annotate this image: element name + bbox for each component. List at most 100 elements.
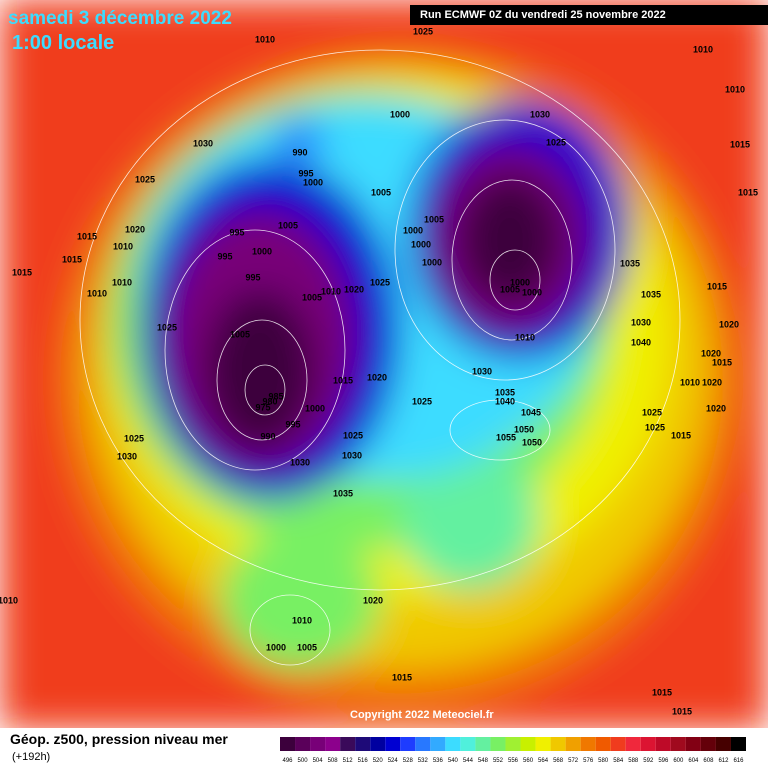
isobar-label: 1010 (725, 84, 745, 94)
legend-swatch (715, 737, 731, 751)
isobar-label: 1010 (680, 377, 700, 387)
isobar-label: 995 (298, 168, 313, 178)
isobar-label: 1000 (252, 246, 272, 256)
isobar-label: 1015 (730, 139, 750, 149)
isobar-label: 1025 (124, 433, 144, 443)
legend-swatch (415, 737, 431, 751)
legend-swatch (400, 737, 416, 751)
isobar-label: 1020 (363, 595, 383, 605)
legend-label: 564 (538, 758, 549, 764)
legend-label: 504 (313, 758, 324, 764)
height-field (0, 0, 768, 730)
isobar-label: 1000 (303, 177, 323, 187)
isobar-label: 1025 (546, 137, 566, 147)
isobar-label: 995 (285, 419, 300, 429)
legend-swatch (295, 737, 311, 751)
isobar-label: 1015 (12, 267, 32, 277)
isobar-label: 1015 (392, 672, 412, 682)
legend-swatch (655, 737, 671, 751)
legend-label: 540 (448, 758, 459, 764)
isobar-label: 1000 (390, 109, 410, 119)
isobar-label: 1000 (422, 257, 442, 267)
isobar-label: 1005 (230, 329, 250, 339)
date: samedi 3 décembre 2022 (8, 8, 232, 29)
isobar-label: 1010 (0, 595, 18, 605)
legend-swatch (310, 737, 326, 751)
legend-swatch (340, 737, 356, 751)
isobar-label: 1020 (125, 224, 145, 234)
isobars (79, 49, 681, 666)
isobar-label: 1000 (522, 287, 542, 297)
isobar-label: 1005 (371, 187, 391, 197)
legend-swatch (385, 737, 401, 751)
legend-label: 556 (508, 758, 519, 764)
legend-label: 584 (613, 758, 624, 764)
isobar-label: 1000 (403, 225, 423, 235)
legend-label: 548 (478, 758, 489, 764)
run-text: Run ECMWF 0Z du vendredi 25 novembre 202… (420, 9, 666, 21)
isobar-label: 1050 (522, 437, 542, 447)
isobar-label: 1015 (712, 357, 732, 367)
legend-swatch (505, 737, 521, 751)
isobar-label: 1030 (290, 457, 310, 467)
isobar-label: 1025 (645, 422, 665, 432)
isobar-label: 1030 (342, 450, 362, 460)
isobar-label: 1015 (738, 187, 758, 197)
legend-label: 612 (718, 758, 729, 764)
isobar-label: 980 (262, 396, 277, 406)
run-box (410, 5, 768, 25)
legend-label: 520 (373, 758, 384, 764)
footer-lead: (+192h) (12, 751, 50, 763)
isobar-label: 1010 (693, 44, 713, 54)
legend-label: 508 (328, 758, 339, 764)
legend-swatch (430, 737, 446, 751)
legend-swatch (535, 737, 551, 751)
legend-label: 576 (583, 758, 594, 764)
isobar-label: 985 (268, 391, 283, 401)
legend-label: 600 (673, 758, 684, 764)
isobar-label: 1030 (631, 317, 651, 327)
legend-label: 568 (553, 758, 564, 764)
isobar-label: 1025 (412, 396, 432, 406)
isobar-label: 1015 (333, 375, 353, 385)
legend-label: 588 (628, 758, 639, 764)
legend-swatch (520, 737, 536, 751)
isobar-label: 995 (229, 227, 244, 237)
legend-label: 512 (343, 758, 354, 764)
legend-swatch (685, 737, 701, 751)
legend-label: 608 (703, 758, 714, 764)
isobar-label: 1055 (496, 432, 516, 442)
legend-swatch (565, 737, 581, 751)
isobar-label: 1005 (297, 642, 317, 652)
isobar-label: 1025 (343, 430, 363, 440)
legend-swatch (610, 737, 626, 751)
legend-swatch (670, 737, 686, 751)
legend-label: 536 (433, 758, 444, 764)
isobar-label: 1050 (514, 424, 534, 434)
isobar-label: 1025 (642, 407, 662, 417)
isobar-label: 1000 (305, 403, 325, 413)
legend-label: 560 (523, 758, 534, 764)
legend-label: 516 (358, 758, 369, 764)
legend-swatch (280, 737, 296, 751)
isobar-label: 1020 (367, 372, 387, 382)
isobar-label: 975 (255, 402, 270, 412)
legend-swatch (490, 737, 506, 751)
isobar-label: 1010 (113, 241, 133, 251)
legend-label: 580 (598, 758, 609, 764)
legend-swatch (730, 737, 746, 751)
isobar-label: 1035 (620, 258, 640, 268)
isobar-label: 1020 (344, 284, 364, 294)
isobar-label: 1030 (117, 451, 137, 461)
isobar-label: 1000 (411, 239, 431, 249)
legend-label: 528 (403, 758, 414, 764)
isobar-label: 1025 (157, 322, 177, 332)
isobar-label: 1005 (500, 284, 520, 294)
legend-label: 616 (733, 758, 744, 764)
isobar-label: 1005 (302, 292, 322, 302)
isobar-label: 1020 (706, 403, 726, 413)
isobar-label: 1015 (707, 281, 727, 291)
legend-swatch (355, 737, 371, 751)
